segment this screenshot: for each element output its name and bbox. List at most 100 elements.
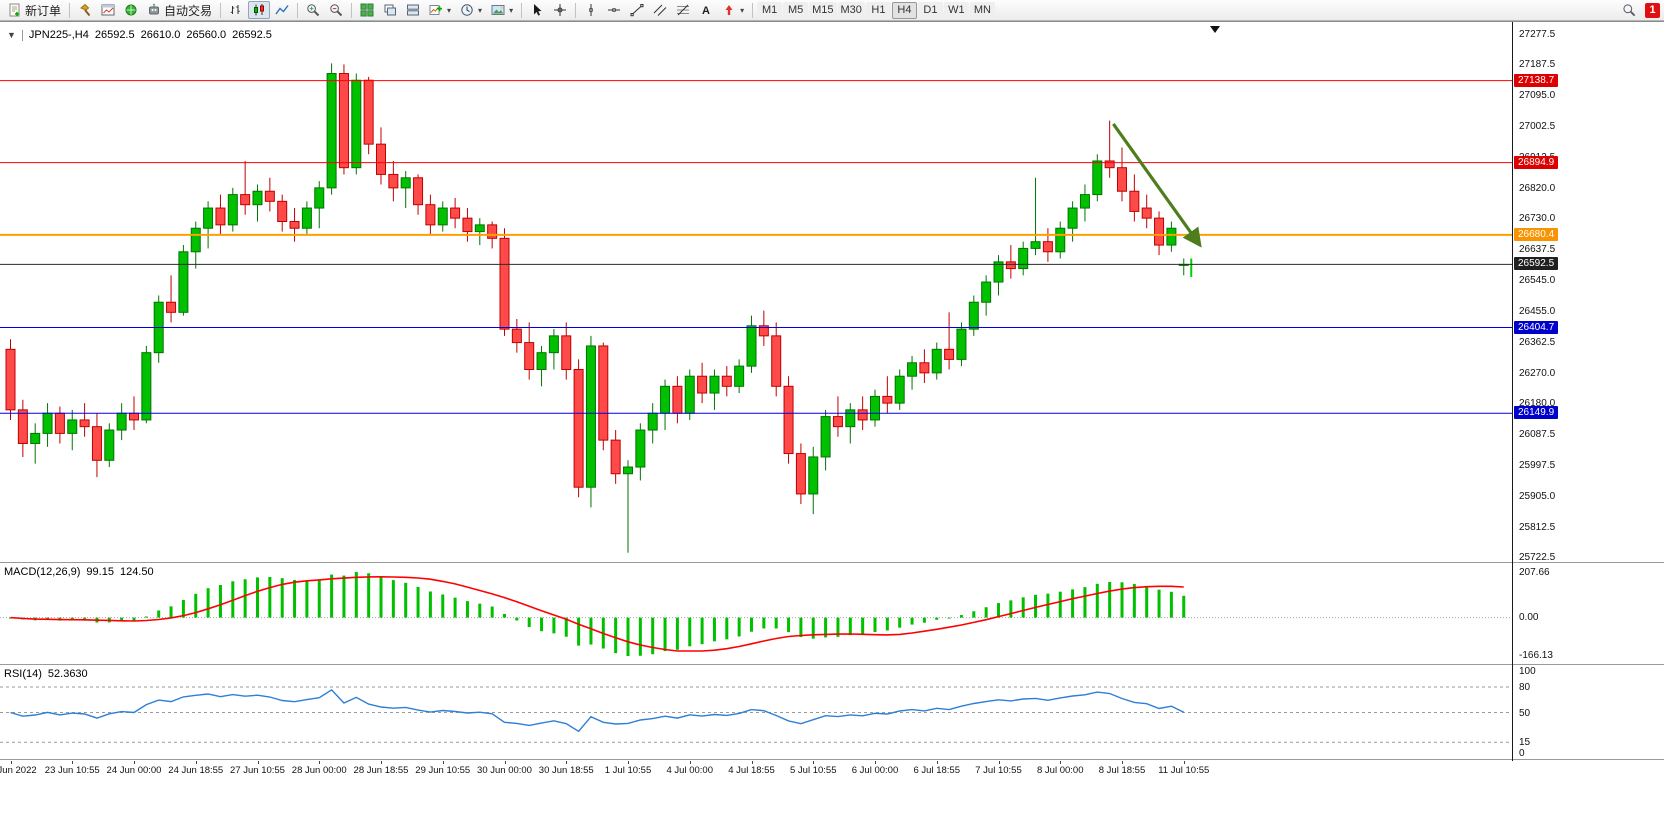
timeframe-button-D1[interactable]: D1 — [917, 1, 943, 19]
macd-histogram-bar — [799, 617, 803, 638]
time-axis-label: 24 Jun 18:55 — [168, 765, 224, 776]
timeframe-button-MN[interactable]: MN — [969, 1, 995, 19]
chevron-down-icon: ▾ — [509, 5, 514, 15]
timeframe-button-M30[interactable]: M30 — [837, 1, 865, 19]
price-level-label[interactable]: 27138.7 — [1514, 73, 1559, 87]
search-button[interactable] — [1618, 1, 1640, 19]
macd-axis[interactable]: 207.66 0.00 -166.13 — [1513, 564, 1664, 664]
toolbar: 新订单 自动交易 ▾ ▾ ▾ A ▾ M1 M5 M15 M30 H1 H4 D1 W1 MN … — [0, 0, 1664, 21]
time-axis[interactable]: 22 Jun 2022 23 Jun 10:55 24 Jun 00:00 24 Ju… — [0, 761, 1664, 779]
macd-pane[interactable]: MACD(12,26,9) 99.15 124.50 — [0, 564, 1512, 664]
rsi-axis[interactable]: 100 80 50 15 0 — [1513, 666, 1664, 759]
cursor-button[interactable] — [526, 1, 548, 19]
candle-body — [672, 385, 683, 414]
candle-body — [524, 342, 535, 370]
candle-body — [190, 227, 201, 253]
macd-histogram-bar — [465, 601, 469, 618]
rsi-pane[interactable]: RSI(14) 52.3630 — [0, 666, 1512, 759]
main-chart-pane[interactable]: ▼ JPN225-,H4 26592.5 26610.0 26560.0 265… — [0, 22, 1512, 560]
market-watch-button[interactable] — [120, 1, 142, 19]
candle-body — [351, 79, 362, 169]
timeframe-button-M5[interactable]: M5 — [783, 1, 809, 19]
symbol-period-label: JPN225-,H4 — [28, 29, 89, 41]
macd-histogram-bar — [428, 591, 432, 618]
indicators-button[interactable]: ▾ — [425, 1, 455, 19]
time-axis-label: 4 Jul 18:55 — [728, 765, 775, 776]
price-level-label[interactable]: 26894.9 — [1514, 155, 1559, 169]
timeframe-button-M1[interactable]: M1 — [757, 1, 783, 19]
candle-body — [721, 375, 732, 387]
ohlc-toggle-icon[interactable]: ▼ — [7, 30, 16, 40]
candle-body — [91, 426, 102, 461]
candle-body — [425, 204, 436, 226]
price-level-label[interactable]: 26680.4 — [1514, 227, 1559, 241]
candle-body — [548, 335, 559, 354]
auto-trading-button[interactable]: 自动交易 — [143, 1, 216, 19]
candle-body — [1154, 217, 1165, 246]
macd-histogram-bar — [972, 611, 976, 618]
time-axis-label: 11 Jul 10:55 — [1158, 765, 1210, 776]
candle-body — [511, 328, 522, 344]
new-order-button[interactable]: 新订单 — [4, 1, 65, 19]
pane-splitter[interactable] — [0, 562, 1664, 565]
text-button[interactable]: A — [695, 1, 717, 19]
templates-button[interactable]: ▾ — [487, 1, 517, 19]
candle-body — [388, 173, 399, 189]
macd-histogram-bar — [379, 576, 383, 618]
pane-splitter[interactable] — [0, 664, 1664, 667]
timeframe-button-W1[interactable]: W1 — [943, 1, 969, 19]
timeframe-button-H1[interactable]: H1 — [865, 1, 891, 19]
trendline-icon — [630, 3, 644, 17]
price-level-label[interactable]: 26404.7 — [1514, 320, 1559, 334]
price-axis[interactable]: 27277.527187.527095.027002.526912.526820… — [1513, 22, 1664, 563]
rsi-chart[interactable] — [0, 666, 1512, 759]
macd-histogram-bar — [490, 606, 494, 618]
new-chart-button[interactable] — [97, 1, 119, 19]
time-axis-label: 4 Jul 00:00 — [666, 765, 713, 776]
trendline-button[interactable] — [626, 1, 648, 19]
time-axis-tick — [936, 761, 938, 764]
arrows-button[interactable]: ▾ — [718, 1, 748, 19]
tile-windows-icon — [360, 3, 374, 17]
macd-histogram-bar — [1095, 583, 1099, 618]
candlestick-chart[interactable] — [0, 22, 1512, 560]
price-axis-tick: 26087.5 — [1519, 429, 1556, 441]
price-level-label[interactable]: 26149.9 — [1514, 406, 1559, 420]
tile-windows-button[interactable] — [356, 1, 378, 19]
channel-button[interactable] — [649, 1, 671, 19]
candle-body — [203, 207, 214, 229]
notification-badge[interactable]: 1 — [1645, 2, 1660, 18]
macd-histogram-bar — [1009, 600, 1013, 618]
rsi-label-row: RSI(14) 52.3630 — [4, 668, 88, 680]
zoom-out-button[interactable] — [325, 1, 347, 19]
line-chart-button[interactable] — [271, 1, 293, 19]
candle-body — [499, 237, 510, 330]
macd-chart[interactable] — [0, 564, 1512, 664]
time-axis-tick — [442, 761, 444, 764]
macd-histogram-bar — [638, 617, 642, 656]
strategy-tester-button[interactable] — [74, 1, 96, 19]
price-level-label[interactable]: 26592.5 — [1514, 257, 1559, 271]
time-axis-label: 22 Jun 2022 — [0, 765, 37, 776]
horizontal-line-button[interactable] — [603, 1, 625, 19]
trend-arrow-annotation[interactable] — [1112, 123, 1202, 248]
candle-body — [931, 348, 942, 374]
macd-histogram-bar — [367, 573, 371, 618]
chevron-down-icon: ▾ — [478, 5, 483, 15]
zoom-in-button[interactable] — [302, 1, 324, 19]
macd-histogram-bar — [910, 617, 914, 625]
periods-button[interactable]: ▾ — [456, 1, 486, 19]
crosshair-button[interactable] — [549, 1, 571, 19]
tile-horizontal-button[interactable] — [402, 1, 424, 19]
bar-chart-button[interactable] — [225, 1, 247, 19]
cascade-windows-button[interactable] — [379, 1, 401, 19]
vertical-line-button[interactable] — [580, 1, 602, 19]
chart-shift-marker[interactable] — [1210, 26, 1220, 33]
fibonacci-button[interactable] — [672, 1, 694, 19]
macd-axis-label: 0.00 — [1519, 611, 1539, 623]
chart-title[interactable]: ▼ JPN225-,H4 26592.5 26610.0 26560.0 265… — [6, 29, 272, 41]
timeframe-button-M15[interactable]: M15 — [809, 1, 837, 19]
time-axis-tick — [1183, 761, 1185, 764]
timeframe-button-H4[interactable]: H4 — [891, 1, 917, 19]
candlestick-chart-button[interactable] — [248, 1, 271, 19]
